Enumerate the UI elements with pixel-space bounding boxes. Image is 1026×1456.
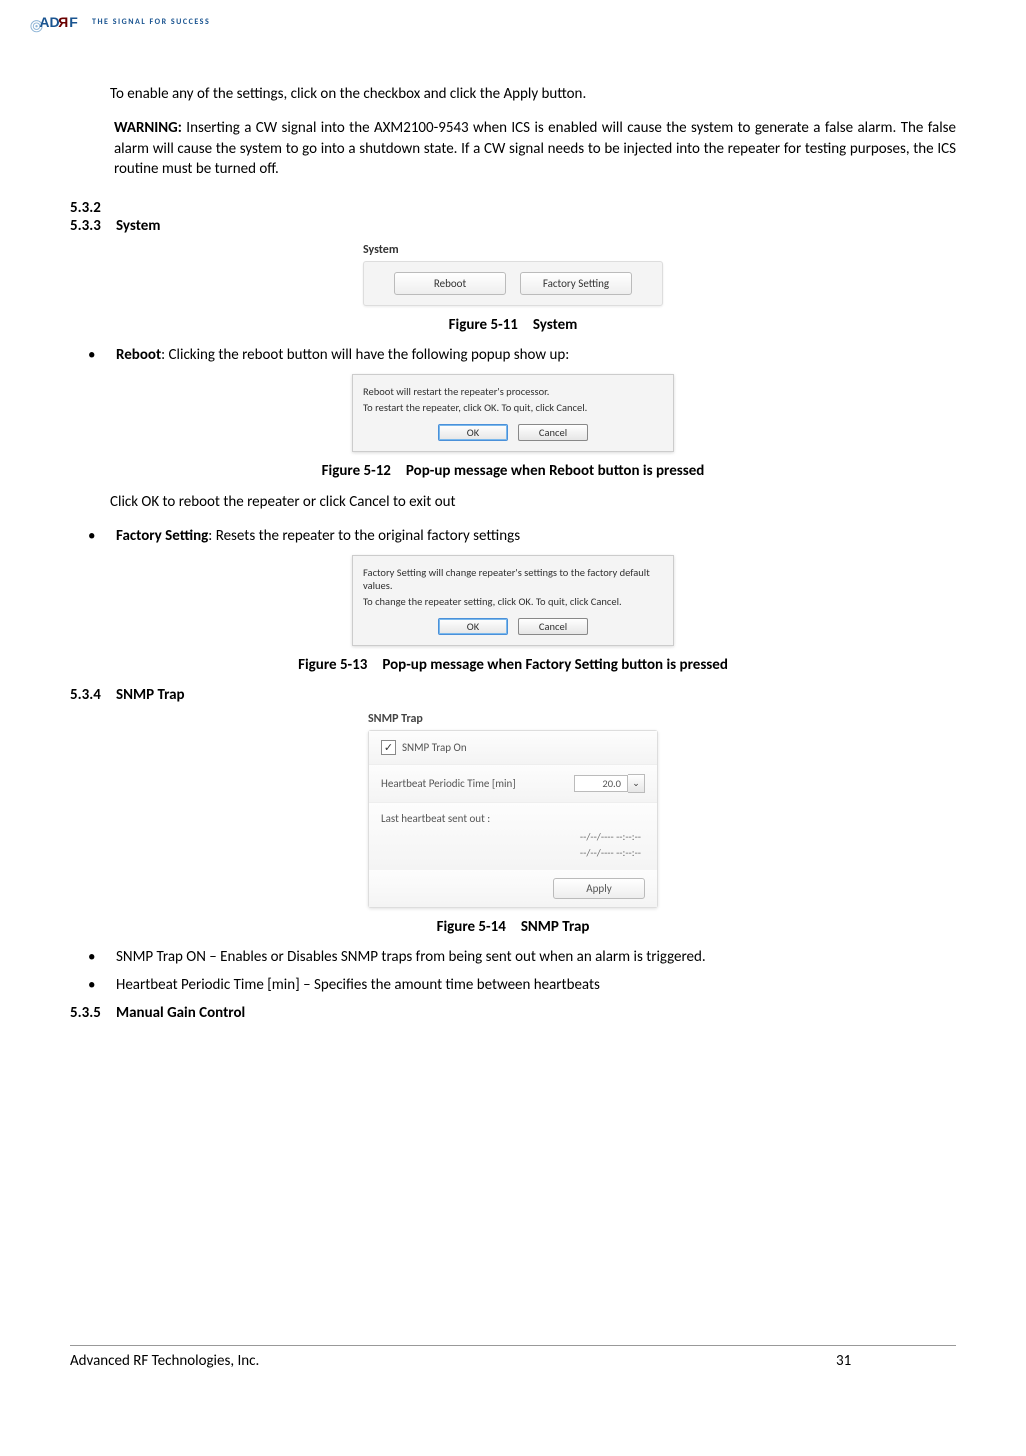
figure-5-12-caption: Figure 5-12 Pop-up message when Reboot b… [70,462,956,480]
snmp-trap-label: SNMP Trap On [402,741,467,754]
snmp-panel: SNMP Trap ✓ SNMP Trap On Heartbeat Perio… [368,712,658,908]
footer-page-number: 31 [836,1352,956,1370]
reboot-ok-button[interactable]: OK [438,424,508,441]
timestamp-1: --/--/---- --:--:-- [381,829,641,845]
reboot-dialog-line2: To restart the repeater, click OK. To qu… [363,401,663,415]
snmp-panel-title: SNMP Trap [368,712,658,726]
factory-bullet: Factory Setting: Resets the repeater to … [116,527,956,545]
section-title: System [116,217,160,235]
last-heartbeat-label: Last heartbeat sent out : [381,812,645,825]
snmp-on-bullet: SNMP Trap ON – Enables or Disables SNMP … [116,948,956,966]
factory-dialog: Factory Setting will change repeater's s… [352,555,674,647]
figure-5-13-caption: Figure 5-13 Pop-up message when Factory … [70,656,956,674]
reboot-dialog: Reboot will restart the repeater's proce… [352,374,674,452]
figure-5-14-caption: Figure 5-14 SNMP Trap [70,918,956,936]
chevron-down-icon[interactable]: ⌄ [628,774,645,793]
svg-text:F: F [69,14,78,30]
bullet-icon: • [88,976,116,994]
heartbeat-label: Heartbeat Periodic Time [min] [381,777,516,790]
click-ok-instruction: Click OK to reboot the repeater or click… [110,492,956,512]
factory-bullet-text: : Resets the repeater to the original fa… [208,527,520,545]
bullet-icon: • [88,527,116,545]
figure-5-11-caption: Figure 5-11 System [70,316,956,334]
reboot-bullet-label: Reboot [116,346,161,364]
snmp-apply-button[interactable]: Apply [553,878,645,899]
section-number: 5.3.4 [70,686,116,704]
adrf-logo: AD R F [30,10,86,34]
section-title: SNMP Trap [116,686,185,704]
svg-text:R: R [58,14,68,30]
enable-instruction: To enable any of the settings, click on … [110,84,956,104]
bullet-icon: • [88,346,116,364]
tagline: THE SIGNAL FOR SUCCESS [92,17,210,27]
heartbeat-select[interactable]: 20.0 ⌄ [574,774,645,793]
heartbeat-bullet: Heartbeat Periodic Time [min] – Specifie… [116,976,956,994]
snmp-trap-checkbox[interactable]: ✓ [381,740,396,755]
section-5-3-3: 5.3.3System [70,217,956,235]
reboot-button[interactable]: Reboot [394,272,506,295]
section-5-3-5: 5.3.5Manual Gain Control [70,1004,956,1022]
factory-dialog-line1: Factory Setting will change repeater's s… [363,566,663,593]
section-number: 5.3.5 [70,1004,116,1022]
factory-cancel-button[interactable]: Cancel [518,618,588,635]
warning-label: WARNING: [114,119,182,137]
svg-text:AD: AD [39,14,59,30]
warning-body: Inserting a CW signal into the AXM2100-9… [114,119,956,178]
page-footer: Advanced RF Technologies, Inc. 31 [70,1345,956,1370]
bullet-icon: • [88,948,116,966]
reboot-cancel-button[interactable]: Cancel [518,424,588,441]
reboot-bullet: Reboot: Clicking the reboot button will … [116,346,956,364]
factory-bullet-label: Factory Setting [116,527,208,545]
reboot-dialog-line1: Reboot will restart the repeater's proce… [363,385,663,399]
header-logo-row: AD R F THE SIGNAL FOR SUCCESS [30,10,956,34]
factory-setting-button[interactable]: Factory Setting [520,272,632,295]
section-5-3-4: 5.3.4SNMP Trap [70,686,956,704]
section-title: Manual Gain Control [116,1004,245,1022]
footer-company: Advanced RF Technologies, Inc. [70,1352,836,1370]
factory-dialog-line2: To change the repeater setting, click OK… [363,595,663,609]
factory-ok-button[interactable]: OK [438,618,508,635]
section-5-3-2: 5.3.2 [70,199,956,217]
system-panel-title: System [363,243,663,257]
timestamp-2: --/--/---- --:--:-- [381,845,641,861]
heartbeat-value: 20.0 [574,775,628,792]
warning-paragraph: WARNING: Inserting a CW signal into the … [114,118,956,179]
reboot-bullet-text: : Clicking the reboot button will have t… [161,346,569,364]
system-panel: System Reboot Factory Setting [363,243,663,306]
section-number: 5.3.3 [70,217,116,235]
